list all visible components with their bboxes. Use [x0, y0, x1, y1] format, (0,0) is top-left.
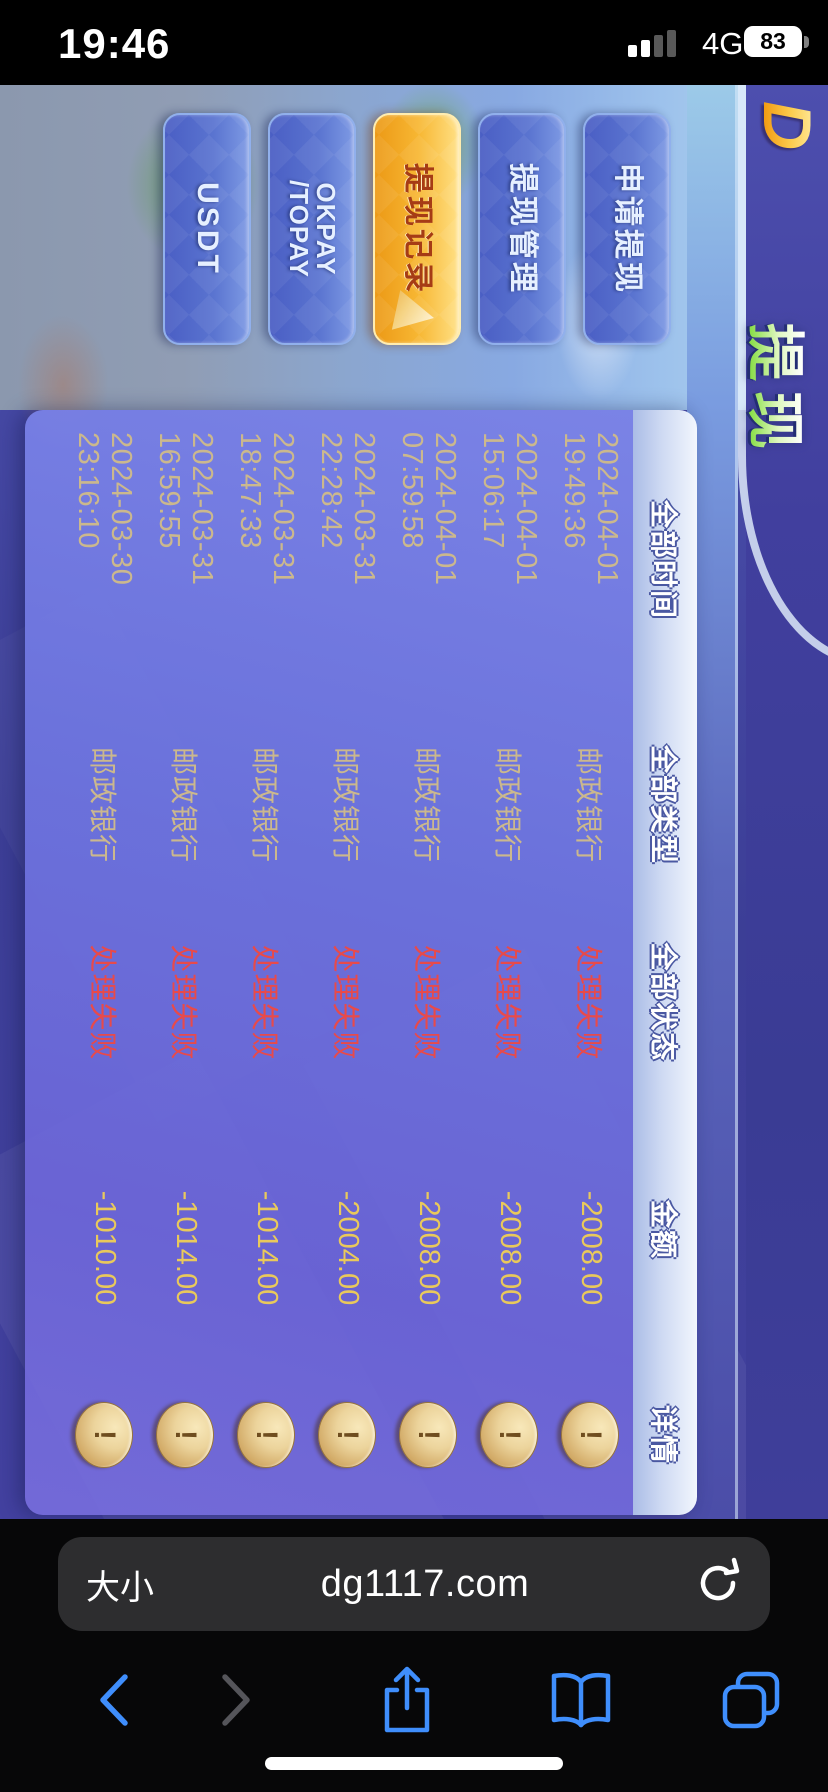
- exclamation-icon: !: [88, 1430, 122, 1440]
- home-indicator[interactable]: [265, 1757, 563, 1770]
- exclamation-icon: !: [250, 1430, 284, 1440]
- table-row: 2024-03-30 23:16:10 邮政银行 处理失败 -1010.00 !: [64, 410, 145, 1515]
- cell-status: 处理失败: [573, 944, 605, 1061]
- cell-time: 2024-04-01 15:06:17: [477, 432, 543, 586]
- cell-amount: -1014.00: [170, 1190, 202, 1306]
- detail-button[interactable]: !: [237, 1402, 296, 1468]
- cell-detail: !: [156, 1355, 215, 1515]
- status-bar: 19:46 4G 83: [0, 0, 828, 85]
- header-detail: 详情: [648, 1404, 679, 1465]
- cell-status: 处理失败: [87, 944, 119, 1061]
- cell-time: 2024-03-31 18:47:33: [234, 432, 300, 586]
- detail-button[interactable]: !: [561, 1402, 620, 1468]
- detail-button[interactable]: !: [156, 1402, 215, 1468]
- network-type-label: 4G: [702, 26, 744, 61]
- cell-detail: !: [237, 1355, 296, 1515]
- header-amount: 金额: [648, 1199, 679, 1260]
- table-row: 2024-04-01 15:06:17 邮政银行 处理失败 -2008.00 !: [469, 410, 550, 1515]
- tabs-icon[interactable]: [706, 1655, 796, 1745]
- exclamation-icon: !: [412, 1430, 446, 1440]
- filter-all-time[interactable]: 全部时间: [648, 499, 679, 620]
- cell-detail: !: [399, 1355, 458, 1515]
- table-row: 2024-03-31 18:47:33 邮政银行 处理失败 -1014.00 !: [226, 410, 307, 1515]
- table-row: 2024-03-31 16:59:55 邮政银行 处理失败 -1014.00 !: [145, 410, 226, 1515]
- tab-label-line2: /TOPAY: [284, 179, 314, 278]
- table-row: 2024-04-01 19:49:36 邮政银行 处理失败 -2008.00 !: [550, 410, 631, 1515]
- tab-label: OKPAY: [311, 182, 342, 276]
- detail-button[interactable]: !: [75, 1402, 134, 1468]
- table-row: 2024-04-01 07:59:58 邮政银行 处理失败 -2008.00 !: [388, 410, 469, 1515]
- tab-label: 提现记录: [400, 163, 434, 295]
- text-size-button[interactable]: 大小: [86, 1568, 154, 1607]
- cell-amount: -2008.00: [413, 1190, 445, 1306]
- cell-time: 2024-03-31 16:59:55: [153, 432, 219, 586]
- cell-detail: !: [561, 1355, 620, 1515]
- exclamation-icon: !: [493, 1430, 527, 1440]
- reload-icon[interactable]: [696, 1557, 742, 1612]
- detail-button[interactable]: !: [480, 1402, 539, 1468]
- withdraw-records-table: 全部时间 全部类型 全部状态 金额 详情 2024-04-01 19:49:36…: [25, 410, 697, 1515]
- cell-type: 邮政银行: [249, 746, 281, 863]
- cell-time: 2024-04-01 07:59:58: [396, 432, 462, 586]
- cell-time: 2024-04-01 19:49:36: [558, 432, 624, 586]
- cell-detail: !: [318, 1355, 377, 1515]
- cell-status: 处理失败: [330, 944, 362, 1061]
- cell-type: 邮政银行: [411, 746, 443, 863]
- cell-time: 2024-03-30 23:16:10: [72, 432, 138, 586]
- cell-status: 处理失败: [492, 944, 524, 1061]
- exclamation-icon: !: [331, 1430, 365, 1440]
- cellular-signal-icon: [628, 30, 690, 57]
- tab-apply-withdraw[interactable]: 申请提现: [583, 113, 671, 345]
- cell-status: 处理失败: [249, 944, 281, 1061]
- active-tab-arrow-icon: [389, 287, 442, 341]
- cell-type: 邮政银行: [330, 746, 362, 863]
- bookmarks-icon[interactable]: [536, 1655, 626, 1745]
- table-header-row: 全部时间 全部类型 全部状态 金额 详情: [633, 410, 697, 1515]
- tab-label: USDT: [190, 182, 224, 276]
- table-body: 2024-04-01 19:49:36 邮政银行 处理失败 -2008.00 !…: [25, 410, 633, 1515]
- cell-amount: -1014.00: [251, 1190, 283, 1306]
- cell-time: 2024-03-31 22:28:42: [315, 432, 381, 586]
- filter-all-type[interactable]: 全部类型: [648, 744, 679, 865]
- exclamation-icon: !: [574, 1430, 608, 1440]
- cell-amount: -2008.00: [494, 1190, 526, 1306]
- brand-logo-icon: D: [749, 101, 825, 151]
- cell-detail: !: [75, 1355, 134, 1515]
- exclamation-icon: !: [169, 1430, 203, 1440]
- cell-detail: !: [480, 1355, 539, 1515]
- cell-type: 邮政银行: [492, 746, 524, 863]
- battery-tip: [804, 36, 809, 48]
- tab-label: 申请提现: [610, 163, 644, 295]
- cell-amount: -1010.00: [89, 1190, 121, 1306]
- safari-bottom-chrome: 大小 dg1117.com: [0, 1519, 828, 1792]
- sidebar-menu: 申请提现 提现管理 提现记录 OKPAY /TOPAY USDT: [146, 113, 671, 345]
- detail-button[interactable]: !: [399, 1402, 458, 1468]
- tab-okpay-topay[interactable]: OKPAY /TOPAY: [268, 113, 356, 345]
- detail-button[interactable]: !: [318, 1402, 377, 1468]
- cell-amount: -2004.00: [332, 1190, 364, 1306]
- share-icon[interactable]: [362, 1655, 452, 1745]
- tab-usdt[interactable]: USDT: [163, 113, 251, 345]
- table-row: 2024-03-31 22:28:42 邮政银行 处理失败 -2004.00 !: [307, 410, 388, 1515]
- cell-type: 邮政银行: [573, 746, 605, 863]
- game-page-viewport: D 提现 申请提现 提现管理 提现记录 OKPAY /TOPAY USDT: [0, 85, 828, 1519]
- cell-amount: -2008.00: [575, 1190, 607, 1306]
- battery-icon: 83: [744, 26, 802, 57]
- cell-status: 处理失败: [411, 944, 443, 1061]
- tab-label: 提现管理: [505, 163, 539, 295]
- cell-type: 邮政银行: [87, 746, 119, 863]
- filter-all-status[interactable]: 全部状态: [648, 942, 679, 1063]
- forward-button[interactable]: [192, 1655, 282, 1745]
- status-time: 19:46: [58, 20, 171, 67]
- page-title: 提现: [738, 323, 822, 459]
- landscape-game-ui: D 提现 申请提现 提现管理 提现记录 OKPAY /TOPAY USDT: [0, 85, 828, 1519]
- back-button[interactable]: [68, 1655, 158, 1745]
- cell-status: 处理失败: [168, 944, 200, 1061]
- address-bar[interactable]: 大小 dg1117.com: [58, 1537, 770, 1631]
- tab-withdraw-records[interactable]: 提现记录: [373, 113, 461, 345]
- tab-withdraw-manage[interactable]: 提现管理: [478, 113, 566, 345]
- cell-type: 邮政银行: [168, 746, 200, 863]
- url-label[interactable]: dg1117.com: [320, 1562, 530, 1605]
